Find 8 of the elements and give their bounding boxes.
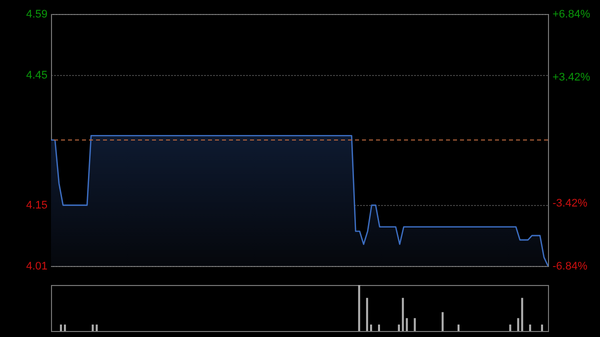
y-tick-label: 4.59 xyxy=(26,8,48,20)
y-tick-label: 4.15 xyxy=(26,200,48,212)
y2-tick-label: +3.42% xyxy=(552,72,590,84)
y2-tick-label: +6.84% xyxy=(552,8,590,20)
y-tick-label: 4.45 xyxy=(26,69,48,82)
y-tick-label: 4.01 xyxy=(26,260,48,272)
y2-tick-label: -6.84% xyxy=(552,260,588,272)
y2-tick-label: -3.42% xyxy=(552,198,588,210)
